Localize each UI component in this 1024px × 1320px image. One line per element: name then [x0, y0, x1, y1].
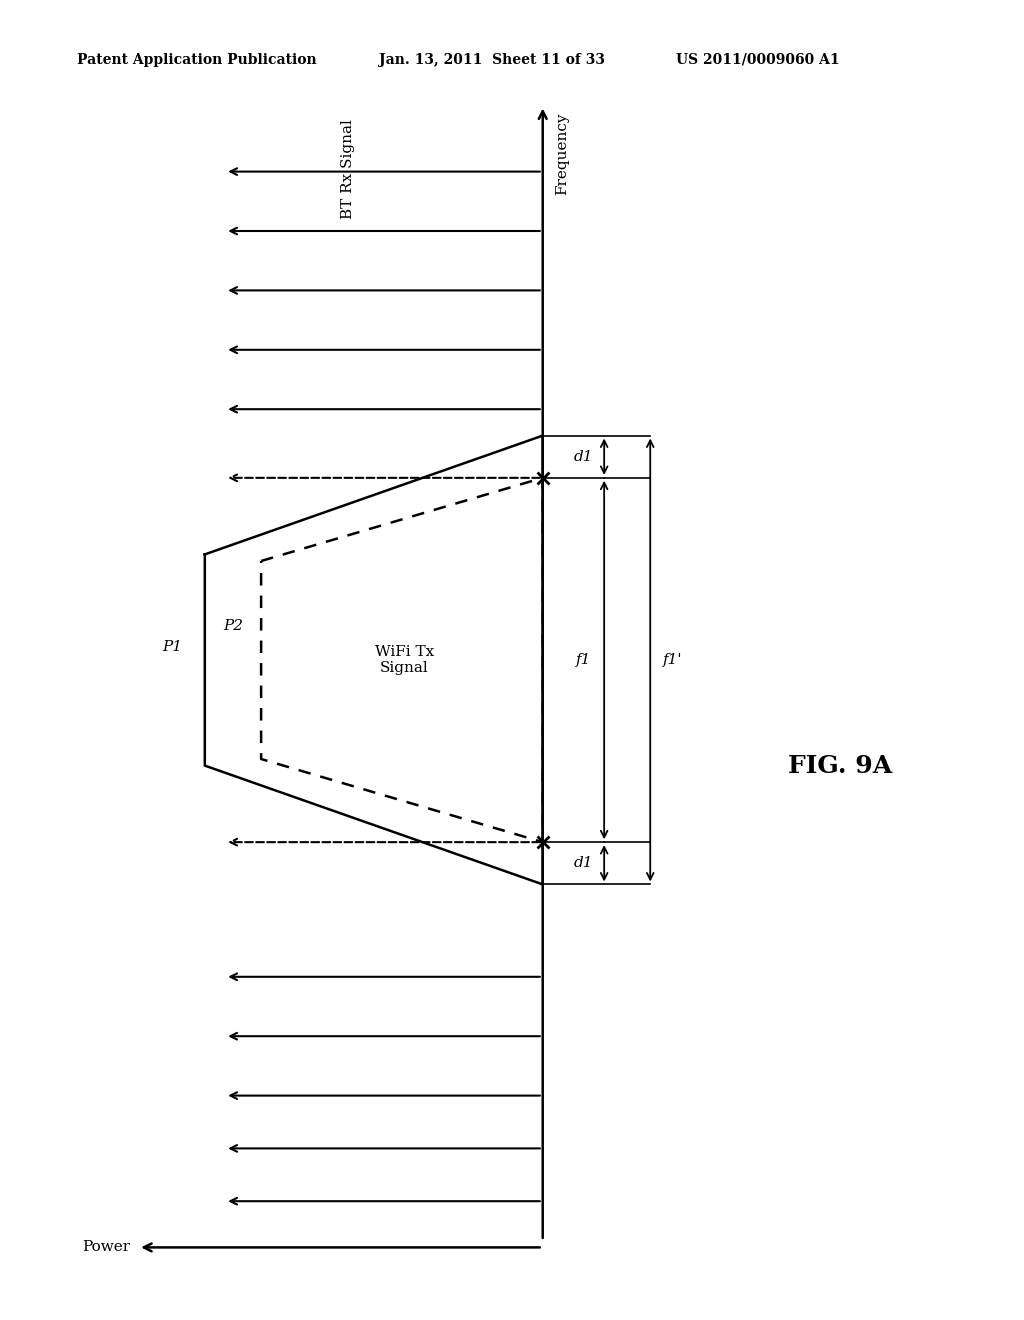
Text: Jan. 13, 2011  Sheet 11 of 33: Jan. 13, 2011 Sheet 11 of 33: [379, 53, 605, 67]
Text: BT Rx Signal: BT Rx Signal: [341, 119, 355, 219]
Text: FIG. 9A: FIG. 9A: [787, 754, 892, 777]
Text: d1: d1: [573, 857, 594, 870]
Text: Patent Application Publication: Patent Application Publication: [77, 53, 316, 67]
Text: f1': f1': [663, 653, 683, 667]
Text: WiFi Tx
Signal: WiFi Tx Signal: [375, 645, 434, 675]
Text: P2: P2: [223, 619, 244, 632]
Text: US 2011/0009060 A1: US 2011/0009060 A1: [676, 53, 840, 67]
Text: Power: Power: [82, 1241, 130, 1254]
Text: P1: P1: [162, 640, 182, 653]
Text: d1: d1: [573, 450, 594, 463]
Text: Frequency: Frequency: [555, 112, 569, 195]
Text: f1: f1: [575, 653, 592, 667]
